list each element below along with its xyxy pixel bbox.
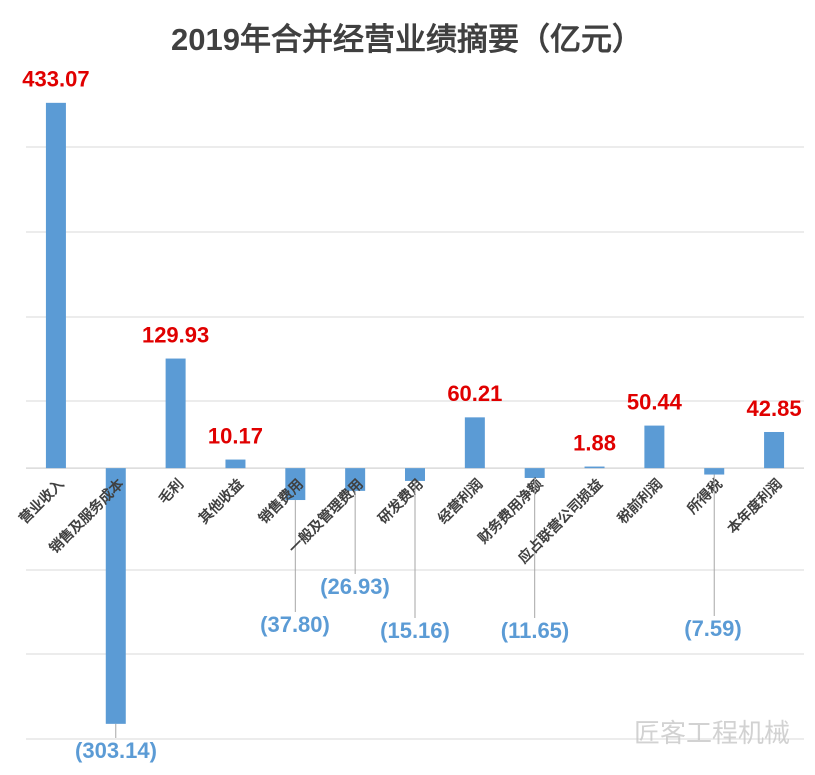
value-label: 129.93 [142, 322, 209, 347]
chart-title: 2019年合并经营业绩摘要（亿元） [171, 22, 643, 57]
bar [345, 468, 366, 491]
bar [524, 468, 545, 478]
bar [584, 466, 605, 469]
x-tick-label: 所得税 [684, 476, 725, 517]
x-tick-label: 研发费用 [375, 476, 426, 527]
value-label: (37.80) [260, 612, 330, 637]
value-label: (7.59) [684, 616, 741, 641]
bar [764, 431, 785, 469]
value-label: 42.85 [747, 396, 802, 421]
value-label: (303.14) [75, 738, 157, 763]
x-tick-label: 营业收入 [16, 476, 67, 527]
grid [26, 146, 804, 740]
bar [644, 425, 665, 469]
value-label: (26.93) [320, 574, 390, 599]
bar [225, 459, 246, 469]
bar [405, 468, 425, 481]
value-label: 10.17 [208, 423, 263, 448]
value-label: 50.44 [627, 389, 683, 414]
bar [285, 468, 306, 501]
value-label: (15.16) [380, 618, 450, 643]
value-label: 433.07 [22, 67, 89, 92]
value-label: 60.21 [447, 381, 502, 406]
x-tick-label: 毛利 [155, 476, 186, 507]
x-tick-label: 税前利润 [614, 476, 665, 527]
x-tick-label: 经营利润 [435, 476, 486, 527]
x-tick-label: 其他收益 [195, 476, 246, 527]
x-tick-label: 销售费用 [255, 476, 306, 527]
bar [704, 468, 725, 475]
value-label: 1.88 [573, 430, 616, 455]
value-label: (11.65) [501, 618, 570, 643]
bar [165, 358, 186, 469]
x-tick-label: 本年度利润 [724, 476, 785, 537]
bar [464, 417, 485, 469]
bar [105, 468, 126, 724]
bar [45, 102, 66, 469]
watermark: 匠客工程机械 [634, 718, 790, 748]
